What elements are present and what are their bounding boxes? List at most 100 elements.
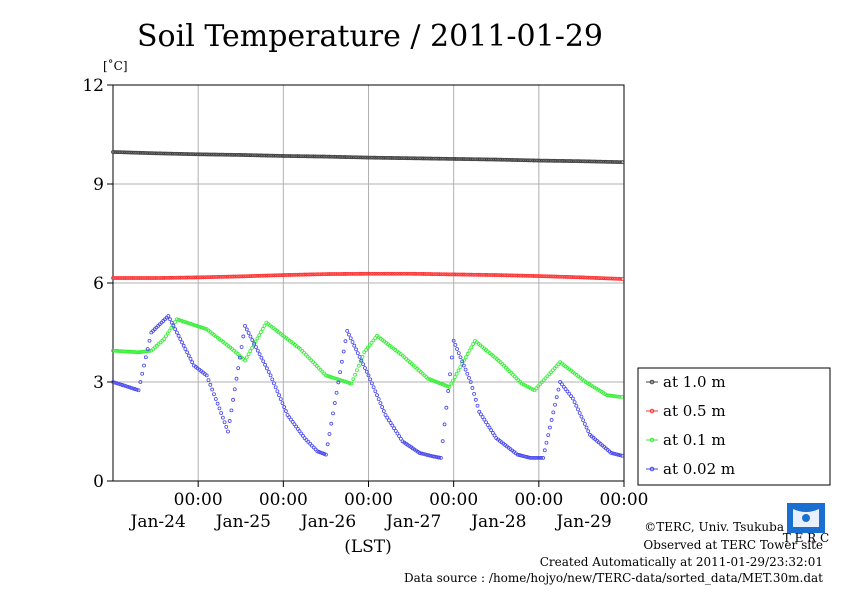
- data-point: [487, 273, 492, 277]
- data-point: [185, 275, 190, 280]
- data-point: [190, 322, 195, 327]
- data-point: [371, 385, 376, 390]
- data-point: [141, 276, 146, 280]
- data-point: [127, 385, 132, 390]
- data-point: [357, 155, 362, 160]
- data-point: [297, 272, 302, 277]
- data-point: [351, 377, 356, 382]
- data-point: [260, 327, 265, 331]
- data-point: [196, 152, 201, 157]
- data-point: [350, 340, 355, 344]
- data-point: [368, 155, 373, 160]
- data-point: [384, 271, 389, 276]
- data-point: [171, 323, 176, 328]
- series-1: [111, 271, 625, 281]
- data-point: [559, 274, 564, 279]
- data-point: [517, 158, 522, 163]
- data-point: [136, 388, 141, 393]
- data-point: [251, 153, 256, 158]
- data-point: [556, 387, 561, 392]
- data-point: [120, 349, 125, 354]
- data-point: [122, 383, 126, 388]
- data-point: [490, 430, 495, 435]
- x-tick-time-label: 00:00: [429, 490, 478, 510]
- x-tick-time-label: 00:00: [259, 490, 308, 510]
- series-2: [111, 317, 624, 399]
- data-point: [453, 272, 458, 277]
- data-point: [263, 362, 267, 367]
- data-point: [229, 274, 234, 279]
- data-point: [206, 275, 211, 280]
- data-point: [139, 276, 144, 280]
- data-point: [283, 409, 288, 413]
- data-point: [447, 385, 452, 389]
- data-point: [347, 272, 351, 276]
- data-point: [385, 415, 390, 420]
- data-point: [565, 275, 570, 279]
- data-point: [473, 157, 477, 162]
- data-point: [390, 423, 395, 428]
- data-point: [418, 156, 422, 161]
- data-point: [253, 153, 257, 158]
- data-point: [513, 158, 518, 162]
- data-point: [400, 271, 405, 276]
- data-point: [613, 160, 618, 164]
- data-point: [146, 276, 151, 280]
- data-point: [586, 159, 591, 164]
- data-point: [169, 275, 174, 280]
- data-point: [137, 276, 142, 280]
- data-point: [492, 433, 497, 438]
- data-point: [544, 158, 548, 163]
- data-point: [364, 348, 368, 352]
- data-point: [116, 381, 121, 386]
- data-point: [396, 156, 401, 160]
- data-point: [162, 276, 167, 280]
- data-point: [226, 274, 231, 279]
- data-point: [361, 271, 366, 276]
- data-point: [208, 152, 213, 157]
- data-point: [528, 158, 532, 163]
- data-point: [343, 155, 348, 159]
- data-point: [178, 337, 183, 342]
- data-point: [528, 273, 532, 278]
- data-point: [166, 275, 170, 280]
- data-point: [522, 273, 527, 278]
- legend-marker: [649, 408, 655, 414]
- data-point: [464, 272, 468, 277]
- data-point: [477, 409, 482, 414]
- observed-note: Observed at TERC Tower site: [643, 538, 823, 552]
- data-point: [203, 275, 208, 280]
- data-point: [583, 159, 587, 164]
- data-point: [568, 159, 573, 163]
- data-point: [508, 273, 513, 278]
- data-point: [206, 378, 211, 383]
- data-point: [428, 272, 433, 276]
- data-point: [367, 343, 372, 348]
- data-point: [606, 276, 610, 281]
- data-point: [143, 349, 148, 354]
- data-point: [205, 152, 209, 157]
- data-point: [201, 275, 206, 280]
- data-point: [333, 376, 337, 381]
- data-point: [219, 152, 224, 157]
- data-point: [355, 271, 360, 276]
- data-point: [205, 275, 209, 280]
- data-point: [430, 272, 435, 276]
- data-point: [393, 428, 398, 433]
- data-point: [329, 154, 334, 159]
- data-point: [541, 455, 545, 460]
- data-point: [140, 371, 145, 376]
- data-point: [355, 155, 360, 160]
- data-point: [364, 369, 369, 374]
- data-point: [190, 275, 195, 280]
- data-point: [278, 397, 283, 402]
- data-point: [473, 272, 477, 277]
- data-point: [114, 381, 119, 386]
- data-point: [599, 159, 603, 164]
- data-point: [536, 274, 541, 278]
- data-point: [437, 272, 442, 277]
- data-point: [370, 381, 374, 386]
- data-point: [174, 275, 179, 280]
- data-point: [143, 355, 148, 360]
- data-point: [569, 394, 573, 399]
